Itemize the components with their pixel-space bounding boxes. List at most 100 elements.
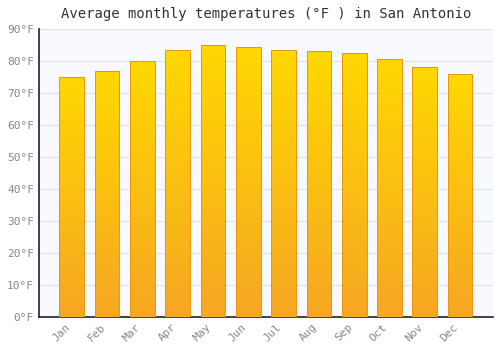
- Bar: [130, 253, 155, 256]
- Bar: [342, 211, 366, 214]
- Bar: [412, 285, 437, 287]
- Bar: [448, 256, 472, 259]
- Bar: [94, 260, 120, 262]
- Bar: [130, 89, 155, 92]
- Bar: [342, 138, 366, 140]
- Bar: [412, 70, 437, 72]
- Bar: [200, 59, 226, 61]
- Bar: [130, 107, 155, 110]
- Bar: [236, 182, 260, 184]
- Bar: [448, 210, 472, 212]
- Bar: [166, 256, 190, 258]
- Bar: [377, 273, 402, 275]
- Bar: [377, 155, 402, 157]
- Bar: [130, 204, 155, 207]
- Bar: [200, 192, 226, 195]
- Bar: [166, 245, 190, 247]
- Bar: [166, 111, 190, 114]
- Bar: [130, 179, 155, 181]
- Bar: [200, 214, 226, 216]
- Bar: [166, 301, 190, 303]
- Bar: [448, 295, 472, 298]
- Bar: [236, 147, 260, 149]
- Bar: [271, 71, 296, 74]
- Bar: [94, 282, 120, 285]
- Bar: [60, 216, 84, 218]
- Bar: [200, 124, 226, 127]
- Bar: [448, 232, 472, 234]
- Bar: [306, 102, 331, 105]
- Bar: [412, 157, 437, 160]
- Bar: [200, 254, 226, 257]
- Bar: [342, 298, 366, 301]
- Bar: [306, 216, 331, 219]
- Bar: [306, 226, 331, 229]
- Bar: [448, 139, 472, 142]
- Bar: [448, 81, 472, 84]
- Bar: [412, 102, 437, 105]
- Bar: [271, 218, 296, 221]
- Bar: [448, 314, 472, 317]
- Bar: [130, 112, 155, 115]
- Bar: [448, 278, 472, 280]
- Bar: [412, 82, 437, 85]
- Bar: [271, 178, 296, 181]
- Bar: [60, 91, 84, 94]
- Bar: [377, 65, 402, 67]
- Bar: [342, 303, 366, 306]
- Bar: [342, 251, 366, 253]
- Bar: [94, 278, 120, 280]
- Bar: [306, 234, 331, 237]
- Bar: [236, 282, 260, 285]
- Bar: [271, 108, 296, 111]
- Bar: [342, 143, 366, 145]
- Bar: [342, 177, 366, 180]
- Bar: [448, 298, 472, 300]
- Bar: [306, 176, 331, 179]
- Bar: [342, 100, 366, 103]
- Bar: [306, 301, 331, 303]
- Bar: [200, 287, 226, 290]
- Bar: [412, 112, 437, 115]
- Bar: [130, 92, 155, 94]
- Bar: [94, 304, 120, 307]
- Bar: [94, 314, 120, 317]
- Bar: [130, 140, 155, 143]
- Bar: [306, 174, 331, 176]
- Bar: [271, 183, 296, 186]
- Bar: [236, 222, 260, 225]
- Bar: [94, 95, 120, 98]
- Bar: [94, 255, 120, 258]
- Bar: [94, 267, 120, 270]
- Bar: [412, 92, 437, 95]
- Bar: [60, 223, 84, 226]
- Bar: [271, 170, 296, 173]
- Bar: [306, 118, 331, 120]
- Bar: [448, 188, 472, 190]
- Bar: [60, 154, 84, 156]
- Bar: [377, 83, 402, 85]
- Bar: [271, 146, 296, 149]
- Bar: [130, 184, 155, 186]
- Bar: [166, 221, 190, 223]
- Bar: [236, 246, 260, 249]
- Bar: [94, 93, 120, 95]
- Bar: [60, 116, 84, 118]
- Bar: [200, 48, 226, 50]
- Bar: [166, 95, 190, 98]
- Bar: [200, 265, 226, 268]
- Bar: [236, 306, 260, 309]
- Bar: [448, 309, 472, 312]
- Bar: [236, 95, 260, 98]
- Bar: [60, 226, 84, 228]
- Bar: [166, 237, 190, 239]
- Bar: [166, 127, 190, 130]
- Bar: [271, 111, 296, 114]
- Bar: [60, 235, 84, 238]
- Bar: [448, 154, 472, 156]
- Bar: [94, 162, 120, 164]
- Bar: [271, 213, 296, 215]
- Bar: [377, 260, 402, 263]
- Bar: [412, 140, 437, 142]
- Bar: [236, 303, 260, 306]
